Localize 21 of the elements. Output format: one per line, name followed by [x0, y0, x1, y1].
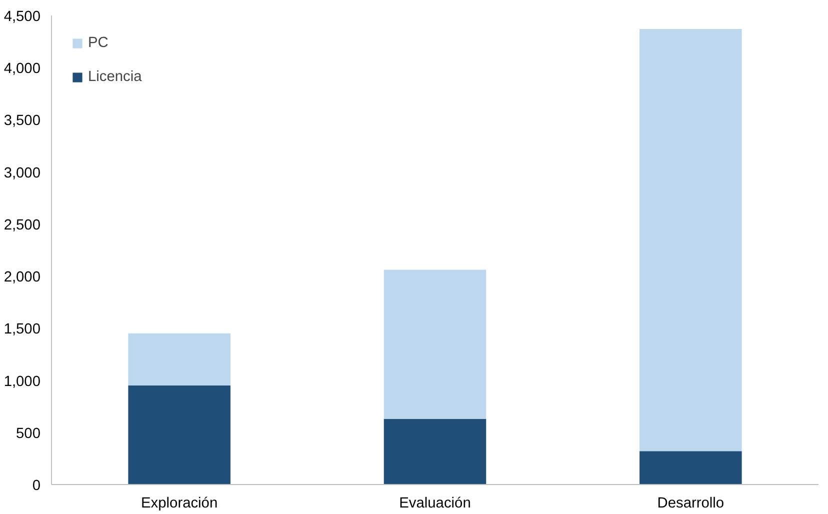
x-tick-label: Exploración	[141, 496, 218, 512]
legend-label: PC	[88, 35, 108, 51]
bar	[384, 270, 486, 419]
x-tick-label: Desarrollo	[657, 496, 724, 512]
y-tick-label: 2,000	[4, 270, 41, 286]
bar	[128, 333, 230, 386]
y-tick-label: 3,500	[4, 113, 41, 130]
bar	[640, 451, 742, 484]
bar	[384, 418, 486, 484]
y-tick-label: 2,500	[4, 217, 41, 234]
bar	[640, 29, 742, 452]
y-tick-label: 4,000	[4, 61, 41, 78]
bar	[128, 385, 230, 484]
y-tick-label: 1,000	[4, 374, 41, 390]
y-tick-label: 0	[32, 478, 41, 494]
y-tick-label: 500	[16, 426, 41, 442]
y-tick-label: 1,500	[4, 322, 41, 338]
y-tick-label: 4,500	[4, 9, 41, 25]
y-tick-label: 3,000	[4, 165, 41, 182]
legend-label: Licencia	[88, 69, 142, 85]
x-tick-label: Evaluación	[399, 496, 471, 512]
